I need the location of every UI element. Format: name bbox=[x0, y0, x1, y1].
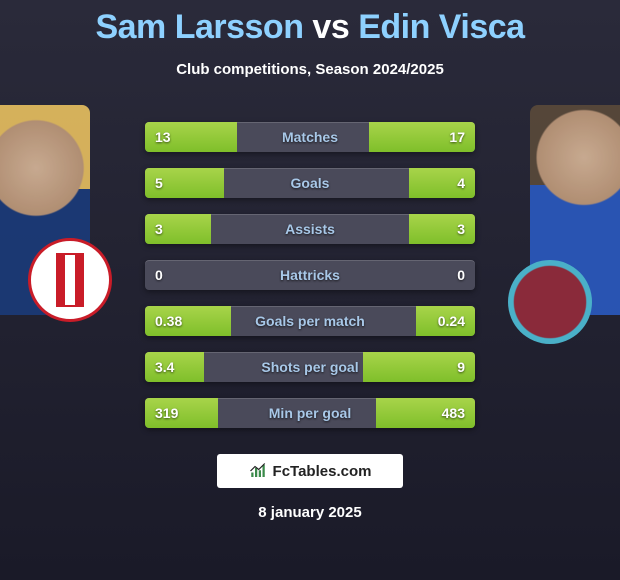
player1-name: Sam Larsson bbox=[95, 8, 303, 46]
stat-fill-right bbox=[409, 168, 475, 198]
stat-value-right: 17 bbox=[449, 122, 465, 152]
stat-row: 13 17 Matches bbox=[145, 122, 475, 152]
stat-value-left: 5 bbox=[155, 168, 163, 198]
stat-value-right: 9 bbox=[457, 352, 465, 382]
stat-label: Goals bbox=[291, 175, 330, 191]
stat-row: 319 483 Min per goal bbox=[145, 398, 475, 428]
stat-row: 0.38 0.24 Goals per match bbox=[145, 306, 475, 336]
stat-value-right: 0.24 bbox=[438, 306, 465, 336]
vs-text: vs bbox=[312, 8, 349, 46]
stat-label: Min per goal bbox=[269, 405, 351, 421]
club-badge-right bbox=[508, 260, 592, 344]
stat-label: Matches bbox=[282, 129, 338, 145]
stat-value-right: 4 bbox=[457, 168, 465, 198]
stat-label: Hattricks bbox=[280, 267, 340, 283]
stat-row: 5 4 Goals bbox=[145, 168, 475, 198]
stat-row: 3.4 9 Shots per goal bbox=[145, 352, 475, 382]
stats-container: 13 17 Matches 5 4 Goals 3 3 Assists 0 0 Hattricks 0.… bbox=[145, 122, 475, 428]
stat-value-right: 483 bbox=[442, 398, 465, 428]
player2-name: Edin Visca bbox=[358, 8, 524, 46]
subtitle: Club competitions, Season 2024/2025 bbox=[0, 61, 620, 78]
stat-value-left: 3.4 bbox=[155, 352, 174, 382]
stat-value-left: 13 bbox=[155, 122, 171, 152]
stat-value-right: 0 bbox=[457, 260, 465, 290]
brand-text: FcTables.com bbox=[273, 463, 372, 480]
club-badge-left bbox=[28, 238, 112, 322]
stat-label: Goals per match bbox=[255, 313, 365, 329]
stat-row: 3 3 Assists bbox=[145, 214, 475, 244]
comparison-title: Sam Larsson vs Edin Visca bbox=[0, 0, 620, 47]
stat-value-left: 3 bbox=[155, 214, 163, 244]
date-text: 8 january 2025 bbox=[0, 504, 620, 521]
stat-value-right: 3 bbox=[457, 214, 465, 244]
stat-fill-left bbox=[145, 352, 204, 382]
stat-fill-right bbox=[409, 214, 475, 244]
stat-row: 0 0 Hattricks bbox=[145, 260, 475, 290]
stat-value-left: 319 bbox=[155, 398, 178, 428]
brand-box[interactable]: FcTables.com bbox=[217, 454, 403, 488]
stat-label: Assists bbox=[285, 221, 335, 237]
stat-label: Shots per goal bbox=[261, 359, 358, 375]
stat-value-left: 0 bbox=[155, 260, 163, 290]
stat-value-left: 0.38 bbox=[155, 306, 182, 336]
chart-icon bbox=[249, 462, 267, 480]
